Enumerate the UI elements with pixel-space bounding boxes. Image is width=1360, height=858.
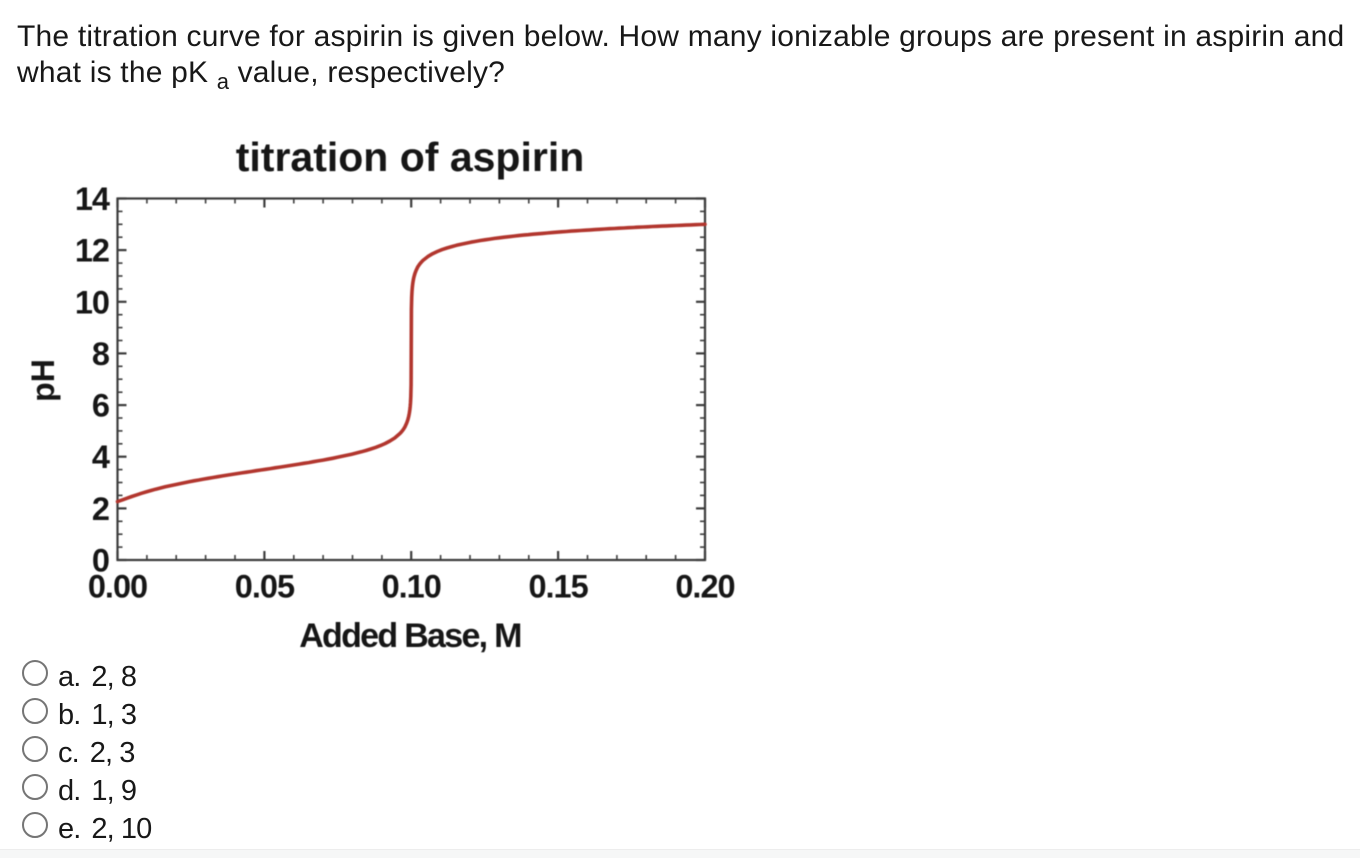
svg-text:6: 6 (92, 388, 109, 424)
svg-text:0.05: 0.05 (235, 569, 295, 605)
svg-text:0.15: 0.15 (528, 569, 588, 605)
svg-text:0.20: 0.20 (675, 569, 734, 605)
svg-text:pH: pH (25, 359, 61, 402)
svg-text:4: 4 (92, 439, 110, 475)
svg-text:2: 2 (92, 491, 109, 527)
svg-text:0.10: 0.10 (382, 569, 441, 605)
svg-text:Added Base, M: Added Base, M (299, 617, 521, 655)
svg-text:14: 14 (75, 181, 110, 217)
svg-text:0.00: 0.00 (88, 569, 147, 605)
svg-text:8: 8 (92, 336, 110, 372)
svg-text:10: 10 (75, 284, 109, 320)
svg-text:titration of aspirin: titration of aspirin (236, 134, 585, 180)
svg-text:12: 12 (75, 233, 109, 269)
svg-text:0: 0 (92, 543, 109, 579)
